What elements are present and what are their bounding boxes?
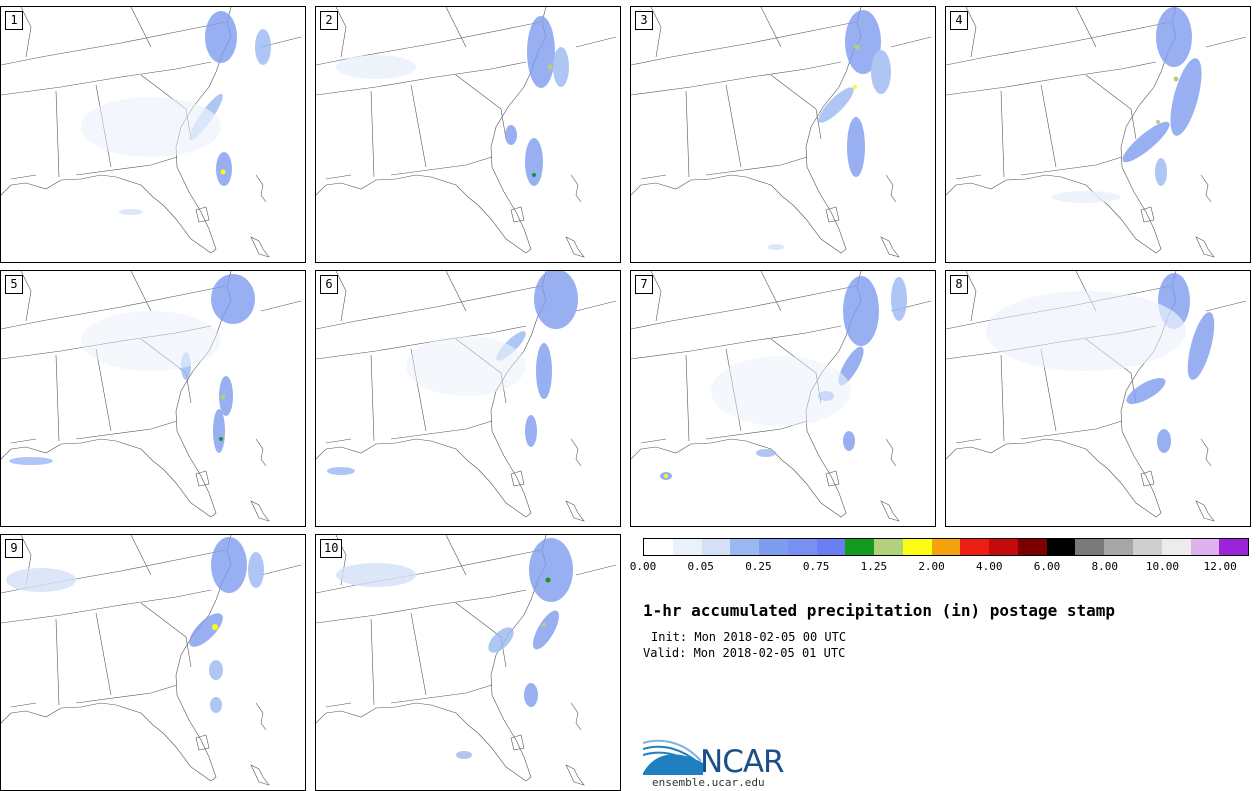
stamp-panel-3: 3	[630, 6, 936, 263]
colorbar-swatch	[701, 539, 731, 555]
colorbar-tick-label: 2.00	[918, 560, 945, 573]
colorbar-swatch	[1104, 539, 1134, 555]
member-number: 5	[5, 275, 23, 294]
member-number: 4	[950, 11, 968, 30]
colorbar-swatch	[1161, 539, 1191, 555]
init-time: Init: Mon 2018-02-05 00 UTC	[651, 630, 847, 644]
ncar-logo-icon	[643, 737, 703, 775]
logo-url: ensemble.ucar.edu	[652, 776, 765, 789]
colorbar-swatch	[644, 539, 673, 555]
colorbar-tick-label: 0.05	[687, 560, 714, 573]
colorbar-tick-label: 12.00	[1203, 560, 1237, 573]
colorbar-tick-label: 0.75	[802, 560, 830, 573]
stamp-panel-5: 5	[0, 270, 306, 527]
colorbar-swatch	[759, 539, 788, 555]
map-10	[316, 535, 617, 786]
colorbar-swatch	[845, 539, 875, 555]
map-7	[631, 271, 932, 522]
colorbar-swatch	[730, 539, 760, 555]
valid-time: Valid: Mon 2018-02-05 01 UTC	[643, 646, 846, 660]
colorbar-swatch	[960, 539, 990, 555]
logo-text: NCAR	[700, 744, 785, 780]
colorbar-labels: 0.00 0.05 0.25 0.75 1.25 2.00 4.00 6.00 …	[630, 560, 1249, 574]
colorbar-swatch	[816, 539, 846, 555]
colorbar-tick-label: 10.00	[1145, 560, 1179, 573]
colorbar-swatch	[902, 539, 932, 555]
member-number: 6	[320, 275, 338, 294]
colorbar-tick-label: 0.00	[629, 560, 657, 573]
map-9	[1, 535, 302, 786]
colorbar-swatch	[1075, 539, 1105, 555]
stamp-panel-2: 2	[315, 6, 621, 263]
colorbar-swatch	[989, 539, 1018, 555]
colorbar-swatch	[931, 539, 961, 555]
colorbar-tick-label: 0.25	[745, 560, 772, 573]
member-number: 7	[635, 275, 653, 294]
member-number: 9	[5, 539, 23, 558]
colorbar-tick-label: 8.00	[1091, 560, 1118, 573]
map-2	[316, 7, 617, 258]
colorbar-tick-label: 1.25	[860, 560, 888, 573]
figure-title: 1-hr accumulated precipitation (in) post…	[643, 601, 1116, 620]
colorbar-tick-label: 6.00	[1033, 560, 1061, 573]
colorbar-swatch	[1219, 539, 1249, 555]
stamp-panel-6: 6	[315, 270, 621, 527]
colorbar-swatch	[787, 539, 817, 555]
map-4	[946, 7, 1247, 258]
colorbar-swatch	[1133, 539, 1162, 555]
map-6	[316, 271, 617, 522]
stamp-panel-4: 4	[945, 6, 1251, 263]
stamp-panel-8: 8	[945, 270, 1251, 527]
member-number: 2	[320, 11, 338, 30]
colorbar-swatch	[672, 539, 702, 555]
colorbar-swatch	[1017, 539, 1047, 555]
colorbar-swatch	[1190, 539, 1220, 555]
colorbar	[643, 538, 1249, 556]
member-number: 10	[320, 539, 343, 558]
stamp-panel-10: 10	[315, 534, 621, 791]
map-1	[1, 7, 302, 258]
stamp-panel-1: 1	[0, 6, 306, 263]
map-5	[1, 271, 302, 522]
member-number: 8	[950, 275, 968, 294]
map-3	[631, 7, 932, 258]
member-number: 3	[635, 11, 653, 30]
colorbar-swatch	[874, 539, 903, 555]
colorbar-swatch	[1046, 539, 1076, 555]
member-number: 1	[5, 11, 23, 30]
colorbar-tick-label: 4.00	[976, 560, 1003, 573]
map-8	[946, 271, 1247, 522]
stamp-panel-7: 7	[630, 270, 936, 527]
stamp-panel-9: 9	[0, 534, 306, 791]
